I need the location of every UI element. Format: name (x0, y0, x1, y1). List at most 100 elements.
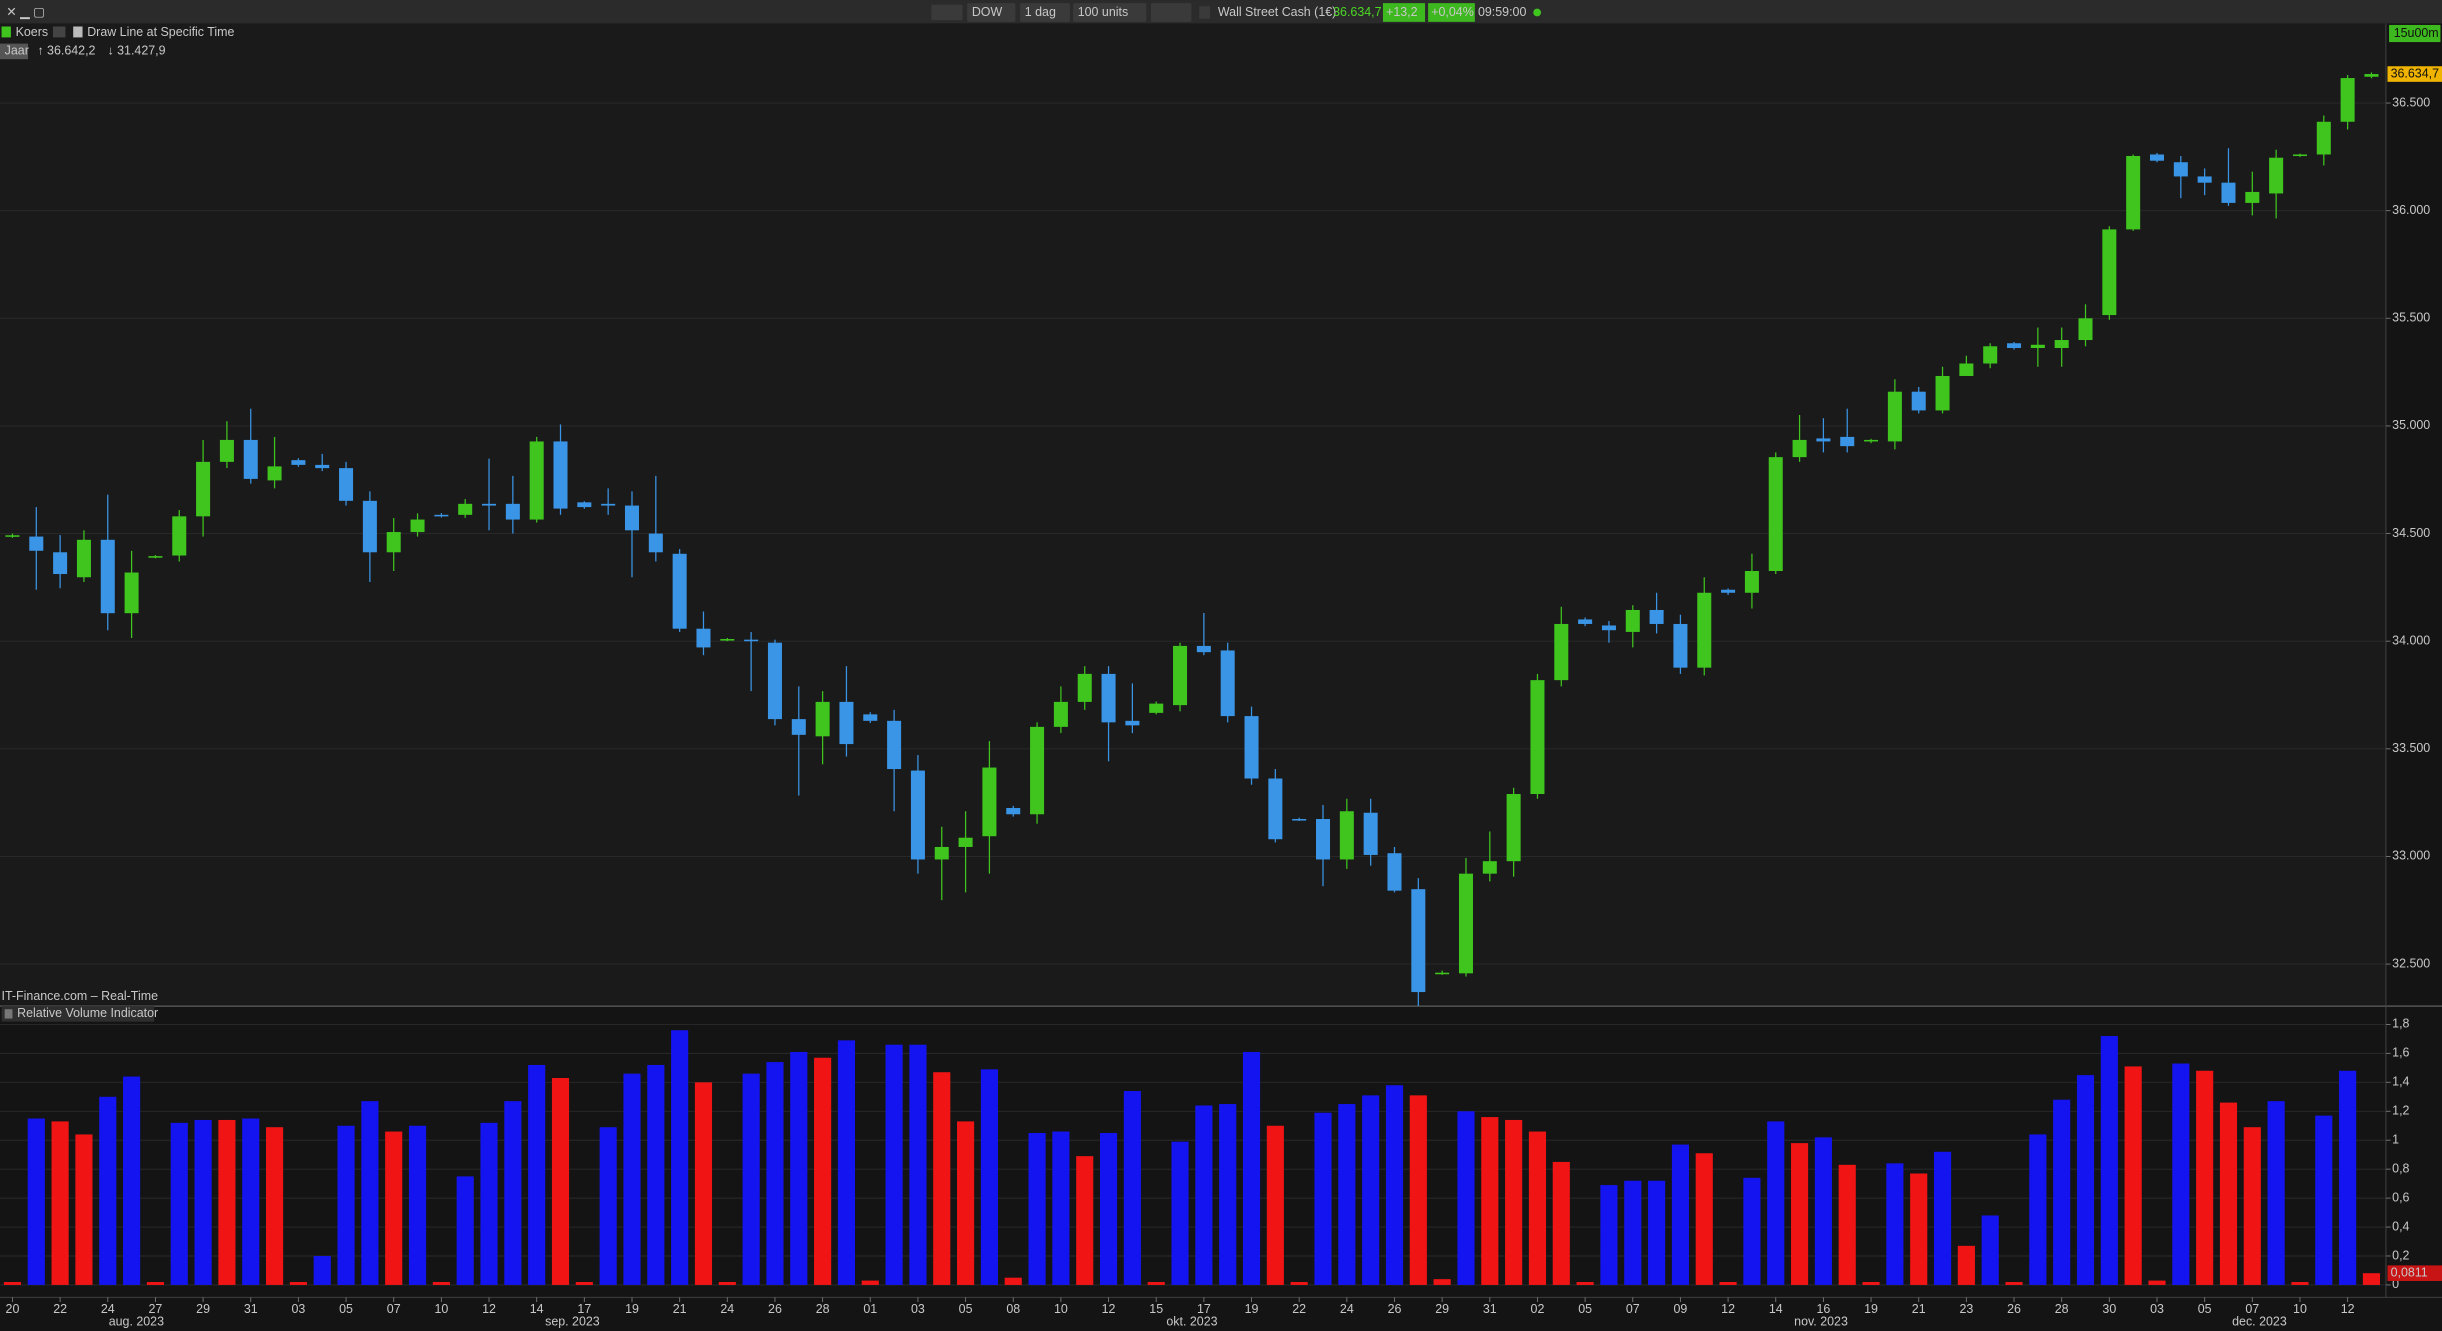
toolbar (0, 0, 2442, 24)
indicator-button[interactable] (1150, 3, 1192, 22)
candle-body (1458, 873, 1473, 974)
volume-bar (1624, 1180, 1642, 1285)
candle-body (1363, 812, 1378, 855)
candle-body (1649, 609, 1664, 624)
volume-bar (51, 1121, 69, 1285)
volume-bar (1076, 1156, 1094, 1285)
price-marker-label: 36.634,7 (2391, 66, 2439, 80)
candle-body (386, 532, 401, 553)
volume-bar (1862, 1282, 1880, 1285)
x-tick-label: 14 (530, 1302, 544, 1316)
y-tick-label: 0,2 (2392, 1248, 2409, 1262)
x-tick-label: 27 (149, 1302, 163, 1316)
candle-body (1554, 623, 1569, 681)
symbol-select[interactable] (967, 3, 1016, 22)
info-icon[interactable] (1199, 6, 1211, 19)
volume-bar (432, 1282, 450, 1285)
volume-bar (599, 1127, 617, 1285)
legend-entry[interactable]: Draw Line at Specific Time (87, 25, 234, 39)
candle-body (1292, 818, 1307, 821)
x-tick-label: 22 (53, 1302, 67, 1316)
volume-bar (266, 1127, 284, 1285)
x-tick-label: 29 (1435, 1302, 1449, 1316)
candle-body (720, 639, 735, 641)
indicator-swatch[interactable] (4, 1009, 13, 1019)
volume-bar (1242, 1051, 1261, 1285)
volume-bar (2053, 1099, 2071, 1285)
candle-body (1601, 625, 1616, 631)
volume-bar (1457, 1111, 1475, 1285)
candle-body (887, 720, 902, 770)
volume-bar (814, 1057, 832, 1285)
candle-body (482, 503, 497, 506)
volume-bar (1314, 1112, 1332, 1285)
x-tick-label: 12 (482, 1302, 496, 1316)
window-controls[interactable]: ✕ ▁ ▢ (6, 5, 45, 19)
candle-body (458, 503, 473, 515)
volume-bar (504, 1101, 522, 1285)
y-tick-label: 1,6 (2392, 1046, 2409, 1060)
candle-body (910, 770, 925, 860)
volume-bar (957, 1121, 975, 1285)
candle-body (148, 556, 163, 558)
range-box[interactable] (0, 43, 29, 60)
volume-bar (408, 1125, 427, 1285)
volume-bar (1147, 1282, 1165, 1285)
timeframe: 15u00m (2394, 26, 2439, 40)
month-label: okt. 2023 (1166, 1315, 1217, 1329)
volume-bar (456, 1176, 474, 1285)
x-tick-label: 31 (1483, 1302, 1497, 1316)
candle-body (1077, 673, 1092, 702)
candle-body (624, 505, 640, 531)
y-tick-label: 34.000 (2392, 633, 2430, 647)
legend-swatch[interactable] (73, 26, 83, 38)
change-pct-box (1428, 3, 1475, 22)
candle-body (1506, 794, 1521, 862)
candle-body (2054, 340, 2069, 348)
volume-bar (1052, 1131, 1070, 1285)
volume-bar (1195, 1105, 1213, 1285)
candle-body (1316, 818, 1331, 860)
candle-body (339, 468, 354, 501)
volume-bar (1385, 1085, 1404, 1285)
volume-bar (218, 1119, 236, 1285)
x-tick-label: 19 (1245, 1302, 1259, 1316)
volume-bar (2267, 1101, 2285, 1285)
legend-entry[interactable]: Koers (16, 25, 49, 39)
x-tick-label: 07 (1626, 1302, 1640, 1316)
x-tick-label: 05 (2198, 1302, 2212, 1316)
legend-swatch[interactable] (1, 26, 11, 38)
chart-type-button[interactable] (931, 4, 963, 21)
size-select[interactable] (1073, 3, 1147, 22)
candle-body (1625, 609, 1640, 632)
volume-bar (1123, 1091, 1141, 1285)
y-tick-label: 32.500 (2392, 956, 2430, 970)
volume-bar (2196, 1070, 2214, 1285)
volume-bar (2124, 1066, 2142, 1285)
volume-bar (623, 1073, 641, 1285)
period: 1 dag (1025, 5, 1056, 19)
volume-bar (146, 1282, 164, 1285)
legend-menu[interactable] (52, 26, 66, 38)
candle-body (2007, 343, 2022, 348)
y-tick-label: 0,4 (2392, 1219, 2409, 1233)
volume-bar (2029, 1134, 2047, 1285)
candle-body (2102, 229, 2117, 316)
candle-body (505, 503, 520, 520)
candle-body (362, 500, 377, 553)
volume-bar (1671, 1144, 1689, 1285)
volume-bar (2315, 1115, 2333, 1285)
candle-body (1792, 439, 1807, 458)
candle-body (410, 519, 425, 533)
candle-body (934, 846, 949, 860)
volume-bar (289, 1282, 307, 1285)
volume-bar (1648, 1180, 1666, 1285)
candle-body (1983, 346, 1998, 364)
volume-bar (75, 1134, 93, 1285)
volume-bar (1290, 1282, 1308, 1285)
volume-bar (1886, 1163, 1904, 1285)
y-tick-label: 35.000 (2392, 418, 2430, 432)
candle-body (767, 642, 782, 720)
candle-body (100, 539, 115, 614)
period-select[interactable] (1020, 3, 1070, 22)
